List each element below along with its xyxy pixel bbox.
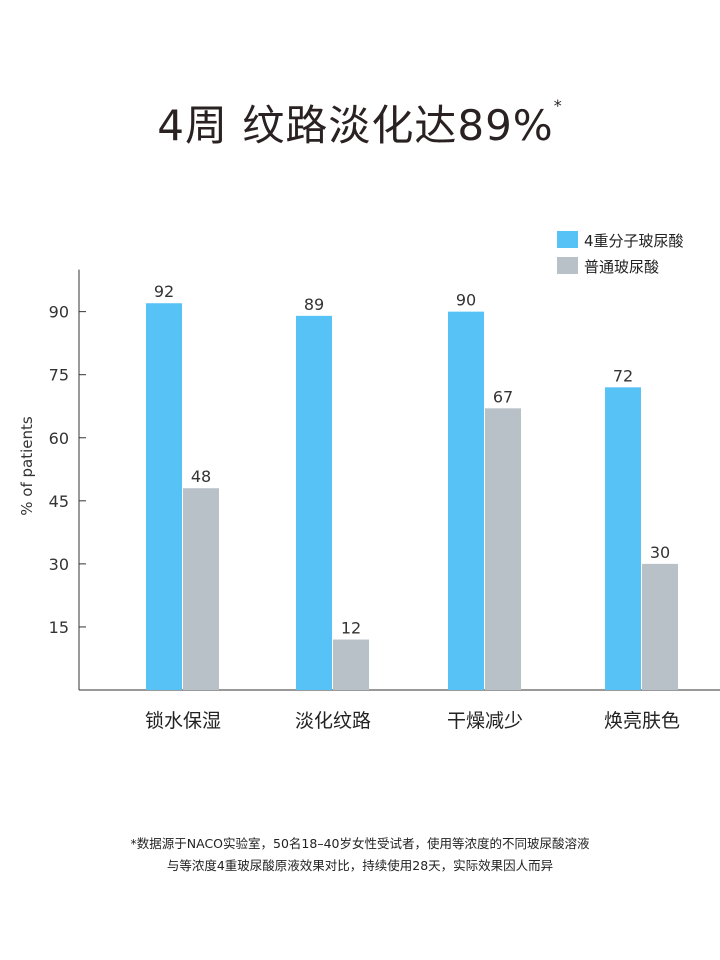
data-label: 92 (154, 282, 174, 301)
data-label: 30 (650, 543, 670, 562)
bar-4-layer (296, 315, 332, 690)
x-tick-label: 焕亮肤色 (604, 710, 680, 732)
data-label: 72 (613, 366, 633, 385)
footnote-line-2: 与等浓度4重玻尿酸原液效果对比，持续使用28天，实际效果因人而异 (166, 858, 554, 873)
chart-title: 4周 纹路淡化达89%* (0, 92, 720, 153)
y-tick-label: 60 (49, 429, 69, 448)
data-label: 89 (304, 295, 324, 314)
y-axis-label: % of patients (18, 416, 36, 516)
x-tick-label: 锁水保湿 (145, 710, 221, 732)
bar-regular (485, 408, 521, 690)
data-label: 90 (456, 291, 476, 310)
y-tick-label: 75 (49, 366, 69, 385)
title-text: 4周 纹路淡化达89% (157, 101, 554, 150)
bar-regular (333, 639, 369, 690)
bar-4-layer (146, 303, 182, 690)
title-footnote-mark: * (553, 96, 563, 115)
data-label: 48 (191, 467, 211, 486)
bar-4-layer (448, 311, 484, 690)
bar-4-layer (605, 387, 641, 690)
data-label: 12 (341, 619, 361, 638)
legend-label: 4重分子玻尿酸 (584, 232, 684, 250)
data-label: 67 (493, 387, 513, 406)
legend-swatch (557, 231, 578, 248)
bar-regular (183, 488, 219, 690)
y-tick-label: 45 (49, 492, 69, 511)
x-tick-label: 淡化纹路 (295, 710, 371, 732)
y-tick-label: 15 (49, 618, 69, 637)
footnote-line-1: *数据源于NACO实验室，50名18–40岁女性受试者，使用等浓度的不同玻尿酸溶… (130, 836, 590, 851)
bar-regular (642, 563, 678, 690)
legend-swatch (557, 257, 578, 274)
x-tick-label: 干燥减少 (447, 710, 523, 732)
legend-label: 普通玻尿酸 (584, 258, 659, 276)
y-tick-label: 30 (49, 555, 69, 574)
y-tick-label: 90 (49, 303, 69, 322)
